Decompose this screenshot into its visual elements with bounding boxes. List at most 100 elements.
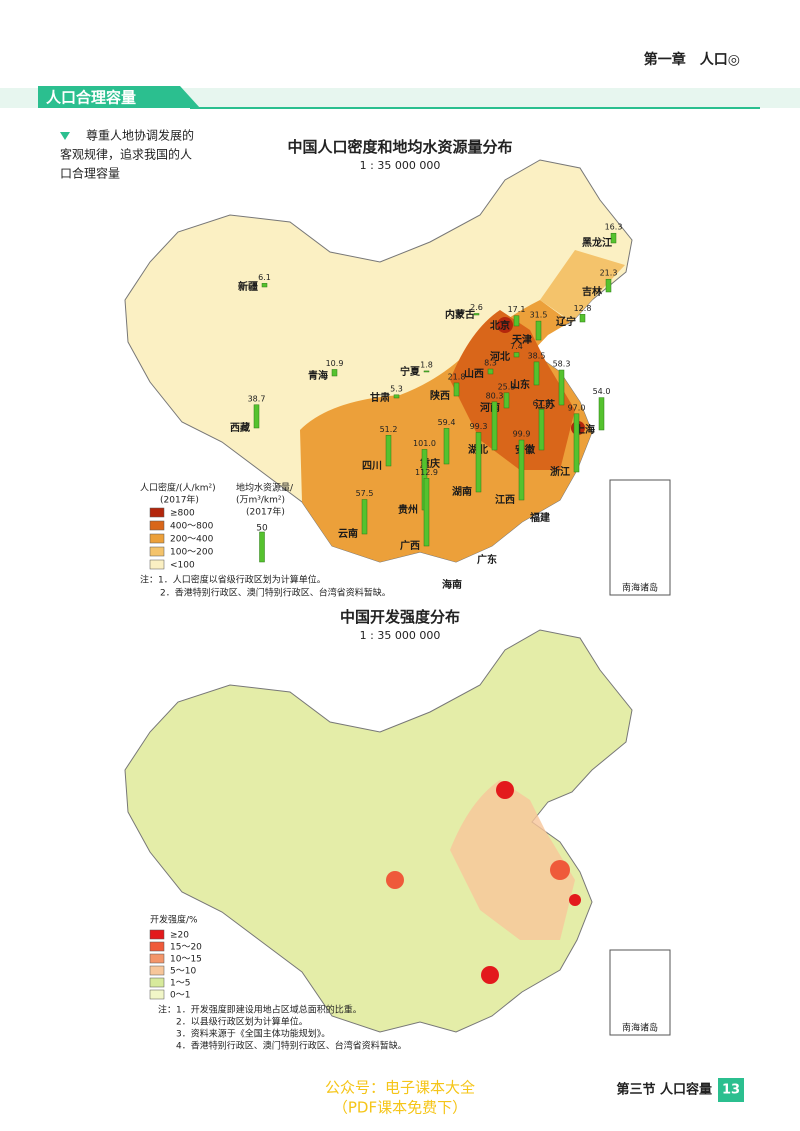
- province-label: 青海: [308, 369, 328, 382]
- water-value: 5.3: [390, 384, 403, 393]
- water-bar: [491, 401, 498, 451]
- province-label: 贵州: [398, 503, 418, 516]
- legend-label: 1～5: [170, 979, 190, 989]
- map-title: 中国人口密度和地均水资源量分布: [287, 138, 512, 156]
- water-bar: [393, 394, 400, 399]
- legend-label: 15～20: [170, 943, 202, 953]
- water-value: 51.2: [380, 425, 398, 434]
- water-bar: [443, 428, 450, 465]
- province-label: 广东: [477, 553, 497, 566]
- map2-body: [124, 629, 633, 1033]
- water-value: 38.5: [528, 351, 546, 360]
- region-ne: [540, 250, 625, 322]
- water-bar: [453, 382, 460, 397]
- watermark: （PDF课本免费下）: [333, 1099, 467, 1117]
- water-value: 97.0: [568, 403, 586, 412]
- province-label: 内蒙古: [445, 308, 475, 321]
- water-bar: [361, 499, 368, 535]
- legend-swatch: [149, 953, 165, 964]
- water-value: 21.3: [600, 269, 618, 278]
- legend-swatch: [149, 929, 165, 940]
- water-bar: [261, 283, 268, 288]
- water-bar: [513, 352, 520, 358]
- province-label: 广西: [400, 539, 420, 552]
- water-value: 6.1: [258, 273, 271, 282]
- water-bar: [558, 369, 565, 406]
- legend-swatch: [149, 546, 165, 557]
- map-note: 注：1．开发强度即建设用地占区域总面积的比重。: [158, 1004, 362, 1016]
- water-value: 31.5: [530, 311, 548, 320]
- province-label: 北京: [490, 319, 510, 332]
- water-value: 99.9: [513, 430, 531, 439]
- province-label: 海南: [442, 578, 462, 591]
- province-label: 甘肃: [370, 391, 390, 404]
- water-bar: [535, 320, 542, 341]
- province-label: 黑龙江: [582, 236, 612, 249]
- map-note: 2．香港特别行政区、澳门特别行政区、台湾省资料暂缺。: [160, 587, 391, 599]
- water-bar: [538, 409, 545, 451]
- water-bar: [423, 370, 430, 373]
- legend-swatch: [149, 559, 165, 570]
- dev-hotspot: [386, 871, 404, 889]
- legend-swatch: [149, 520, 165, 531]
- water-value: 58.3: [553, 360, 571, 369]
- province-label: 上海: [575, 423, 595, 436]
- water-value: 16.3: [605, 223, 623, 232]
- water-value: 8.3: [484, 359, 497, 368]
- water-value: 10.9: [326, 359, 344, 368]
- water-bar: [487, 368, 494, 375]
- province-label: 湖南: [452, 485, 472, 498]
- province-label: 四川: [362, 460, 382, 472]
- water-value: 101.0: [413, 439, 436, 448]
- map-note: 3．资料来源于《全国主体功能规划》。: [176, 1028, 330, 1040]
- inset-frame: [609, 949, 671, 1036]
- province-label: 江苏: [535, 398, 555, 411]
- water-bar: [573, 413, 580, 473]
- dev-hotspot: [481, 966, 499, 984]
- watermark: 公众号：电子课本大全: [325, 1079, 475, 1097]
- province-label: 山西: [464, 367, 484, 380]
- legend-title: 开发强度/%: [150, 914, 198, 926]
- province-label: 安徽: [515, 443, 536, 456]
- chapter-title: 第一章 人口◎: [644, 51, 740, 68]
- dev-hotspot: [550, 860, 570, 880]
- water-bar: [533, 361, 540, 386]
- map-scale: 1 : 35 000 000: [360, 629, 441, 642]
- section-tab-text: 人口合理容量: [46, 89, 136, 107]
- map-title: 中国开发强度分布: [340, 608, 460, 626]
- legend-swatch: [149, 989, 165, 1000]
- legend-label: 5～10: [170, 967, 196, 977]
- water-bar: [605, 278, 612, 293]
- water-bar: [385, 435, 392, 467]
- legend-year: (2017年): [160, 494, 199, 506]
- water-value: 17.1: [508, 305, 526, 314]
- inset-label: 南海诸岛: [622, 1022, 658, 1034]
- water-value: 99.3: [470, 422, 488, 431]
- legend-label: 400～800: [170, 522, 214, 532]
- water-bar: [518, 439, 525, 501]
- legend-year: (2017年): [246, 506, 285, 518]
- water-value: 59.4: [438, 418, 456, 427]
- province-label: 辽宁: [556, 315, 576, 328]
- water-value: 21.8: [448, 372, 466, 381]
- legend-title: 人口密度/(人/km²): [140, 482, 216, 494]
- legend-swatch: [149, 965, 165, 976]
- legend-label: 10～15: [170, 955, 202, 965]
- dev-east: [450, 780, 575, 940]
- sidebar-text: 尊重人地协调发展的: [86, 128, 194, 143]
- page-number-box: [718, 1078, 744, 1102]
- footer-section: 第三节 人口容量: [616, 1082, 712, 1098]
- map-note: 注：1．人口密度以省级行政区划为计算单位。: [140, 574, 326, 586]
- dev-hotspot: [569, 894, 581, 906]
- legend-unit: (万m³/km²): [236, 496, 285, 506]
- map-scale: 1 : 35 000 000: [360, 159, 441, 172]
- province-label: 云南: [338, 527, 358, 540]
- legend-water-bar: [259, 531, 265, 563]
- header-band: [0, 88, 800, 108]
- legend-sample-value: 50: [256, 524, 268, 534]
- inset-frame: [609, 479, 671, 596]
- province-label: 江西: [495, 493, 515, 506]
- water-bar: [475, 432, 482, 493]
- region-beijing: [497, 317, 513, 333]
- legend-label: ≥20: [170, 931, 189, 941]
